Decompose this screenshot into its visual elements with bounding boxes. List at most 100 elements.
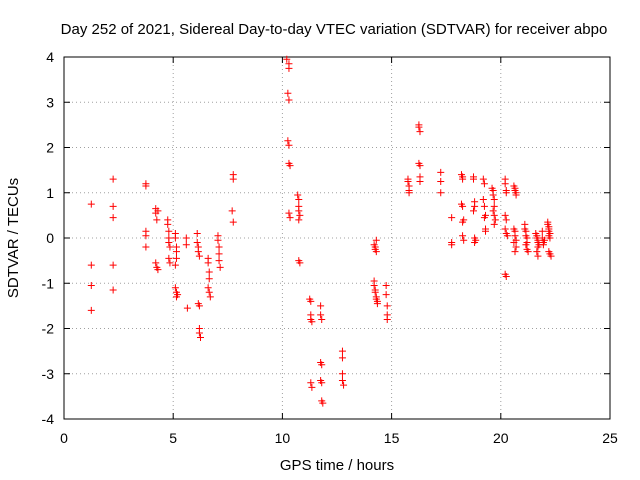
data-point [195, 302, 203, 310]
data-point [460, 236, 468, 244]
data-point [482, 227, 490, 235]
data-point [165, 227, 173, 235]
data-point [547, 252, 555, 260]
data-point [216, 263, 224, 271]
x-tick-label: 15 [384, 430, 400, 446]
x-tick-label: 25 [602, 430, 618, 446]
data-point [87, 306, 95, 314]
data-point [534, 252, 542, 260]
data-point [204, 284, 212, 292]
data-point [511, 248, 519, 256]
data-point [503, 232, 511, 240]
data-point [491, 216, 499, 224]
data-point [294, 191, 302, 199]
data-point [501, 225, 509, 233]
data-point [459, 232, 467, 240]
data-point [372, 236, 380, 244]
data-point [109, 261, 117, 269]
data-point [448, 214, 456, 222]
data-point [205, 268, 213, 276]
data-point [448, 241, 456, 249]
data-point [285, 209, 293, 217]
data-point [109, 286, 117, 294]
data-point [295, 196, 303, 204]
x-tick-label: 10 [275, 430, 291, 446]
y-tick-label: 2 [46, 140, 54, 156]
data-point [533, 248, 541, 256]
data-point [296, 211, 304, 219]
data-point [383, 302, 391, 310]
data-point [164, 220, 172, 228]
data-point [172, 293, 180, 301]
data-point [373, 300, 381, 308]
data-point [490, 211, 498, 219]
y-axis-label: SDTVAR / TECUs [5, 178, 22, 298]
data-point [383, 315, 391, 323]
data-point [284, 137, 292, 145]
data-point [165, 254, 173, 262]
data-point [295, 216, 303, 224]
data-point [479, 196, 487, 204]
data-point [338, 347, 346, 355]
data-point [470, 207, 477, 215]
data-point [512, 191, 520, 199]
data-point [471, 202, 479, 210]
data-point [524, 248, 532, 256]
data-point [546, 234, 554, 242]
data-point [490, 220, 498, 228]
data-point [489, 207, 497, 215]
data-point [172, 248, 180, 256]
data-point [307, 379, 315, 387]
data-point [286, 162, 294, 170]
data-point [284, 89, 292, 97]
data-point [285, 64, 293, 72]
data-point [416, 162, 424, 170]
data-point [195, 252, 203, 260]
data-point [197, 334, 204, 342]
data-point [204, 259, 212, 267]
data-point [142, 243, 150, 251]
data-point [285, 141, 293, 149]
data-point [194, 248, 202, 256]
data-point [295, 207, 303, 215]
data-point [470, 175, 477, 183]
data-point [172, 254, 180, 262]
data-point [415, 123, 423, 131]
data-point [142, 182, 150, 190]
x-tick-label: 5 [169, 430, 177, 446]
data-point [318, 361, 326, 369]
data-point [317, 311, 325, 319]
data-point [459, 218, 467, 226]
data-point [502, 189, 510, 197]
data-point [154, 266, 162, 274]
chart-title: Day 252 of 2021, Sidereal Day-to-day VTE… [61, 21, 608, 38]
data-point [502, 272, 510, 280]
data-point [540, 236, 548, 244]
x-axis-label: GPS time / hours [280, 457, 394, 474]
data-point [501, 180, 509, 188]
data-point [501, 211, 509, 219]
data-point [206, 293, 214, 301]
data-point [317, 302, 325, 310]
data-point [286, 214, 294, 222]
data-point [229, 218, 237, 226]
y-tick-label: -4 [42, 411, 55, 427]
data-point [285, 96, 293, 104]
data-point [437, 189, 445, 197]
data-point [538, 227, 546, 235]
data-point [171, 261, 179, 269]
data-point [228, 207, 236, 215]
data-point [480, 202, 488, 210]
data-point [205, 275, 213, 283]
y-tick-label: 0 [46, 230, 54, 246]
data-point [416, 128, 424, 136]
data-point [416, 177, 424, 185]
data-point [319, 399, 327, 407]
data-point [152, 259, 160, 267]
y-tick-label: 3 [46, 94, 54, 110]
data-point [165, 239, 173, 247]
data-point [480, 180, 488, 188]
data-point [193, 239, 201, 247]
data-point [489, 191, 497, 199]
data-point [372, 248, 380, 256]
